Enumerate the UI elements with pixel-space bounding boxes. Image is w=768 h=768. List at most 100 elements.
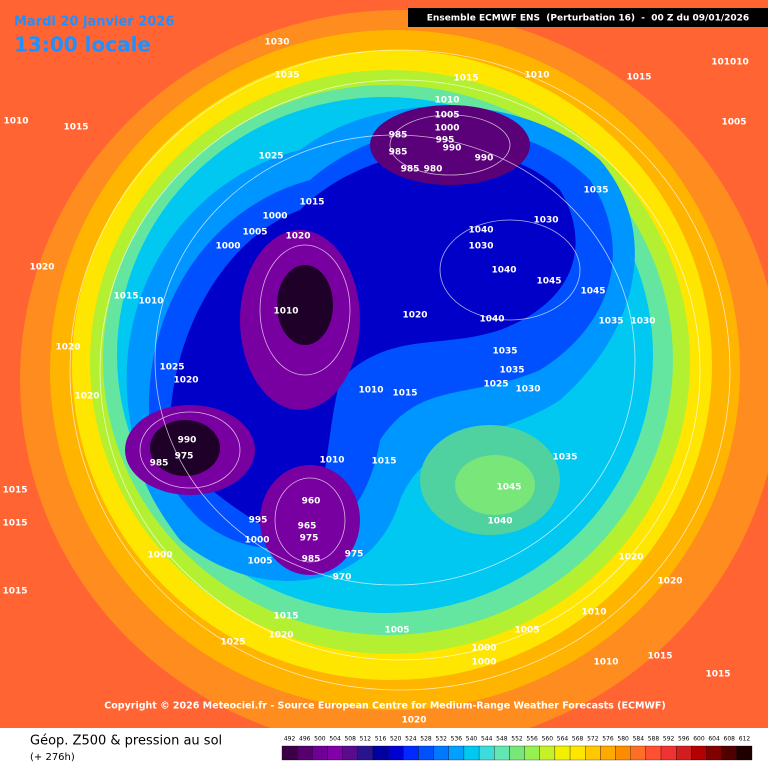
colorbar-label: 584	[633, 736, 645, 743]
colorbar-label: 608	[724, 736, 736, 743]
pressure-label: 1025	[220, 638, 245, 648]
pressure-label: 1020	[657, 577, 682, 587]
pressure-label: 1020	[29, 263, 54, 273]
colorbar-label: 496	[299, 736, 311, 743]
colorbar-label: 532	[435, 736, 447, 743]
pressure-label: 1025	[483, 380, 508, 390]
pressure-label: 1015	[2, 519, 27, 529]
colorbar-swatch	[676, 745, 692, 761]
pressure-label: 1000	[147, 551, 172, 561]
pressure-label: 1025	[159, 363, 184, 373]
pressure-label: 1015	[273, 612, 298, 622]
colorbar-label: 580	[617, 736, 629, 743]
colorbar-swatch	[630, 745, 647, 761]
pressure-label: 985	[389, 131, 408, 141]
pressure-label: 1015	[647, 652, 672, 662]
pressure-label: 1030	[630, 317, 655, 327]
date: Mardi 20 janvier 2026	[14, 15, 174, 30]
colorbar-label: 588	[648, 736, 660, 743]
colorbar-swatch	[357, 745, 374, 761]
colorbar-swatch	[600, 745, 616, 761]
pressure-label: 1040	[468, 226, 493, 236]
pressure-label: 1010	[593, 658, 618, 668]
pressure-label: 1000	[215, 242, 240, 252]
lead-time: (+ 276h)	[30, 752, 75, 763]
pressure-label: 1015	[63, 123, 88, 133]
pressure-label: 1010	[273, 307, 298, 317]
pressure-label: 1035	[492, 347, 517, 357]
colorbar-swatch	[387, 745, 404, 761]
time: 13:00 locale	[14, 33, 151, 57]
pressure-label: 1005	[514, 626, 539, 636]
colorbar-swatch	[524, 745, 540, 761]
copyright: Copyright © 2026 Meteociel.fr - Source E…	[104, 701, 665, 712]
colorbar-swatch	[327, 745, 343, 761]
pressure-label: 1030	[468, 242, 493, 252]
pressure-label: 985	[401, 165, 420, 175]
model-banner	[408, 8, 768, 27]
pressure-label: 1020	[618, 553, 643, 563]
pressure-label: 965	[298, 522, 317, 532]
pressure-label: 985	[302, 555, 321, 565]
colorbar-swatch	[539, 745, 556, 761]
colorbar-label: 600	[693, 736, 705, 743]
pressure-label: 1015	[371, 457, 396, 467]
pressure-label: 1030	[264, 38, 289, 48]
pressure-label: 1005	[434, 111, 459, 121]
pressure-label: 1010	[358, 386, 383, 396]
colorbar: 492 496 500 504 508 512 516 520 524 528 532 536 540 5…	[281, 736, 753, 761]
colorbar-label: 612	[739, 736, 751, 743]
pressure-label: 1035	[552, 453, 577, 463]
colorbar-swatch	[736, 745, 753, 761]
pressure-label: 1035	[583, 186, 608, 196]
colorbar-swatch	[660, 745, 677, 761]
pressure-label: 990	[443, 144, 462, 154]
pressure-label: 985	[389, 148, 408, 158]
pressure-label: 1035	[499, 366, 524, 376]
pressure-label: 1020	[173, 376, 198, 386]
pressure-label: 1000	[262, 212, 287, 222]
pressure-label: 1025	[258, 152, 283, 162]
pressure-label: 1040	[479, 315, 504, 325]
colorbar-label: 544	[481, 736, 493, 743]
model-info: Ensemble ECMWF ENS (Perturbation 16) - 0…	[427, 14, 749, 24]
colorbar-swatch	[372, 745, 389, 761]
pressure-label: 1020	[402, 311, 427, 321]
colorbar-swatch	[494, 745, 510, 761]
colorbar-label: 568	[572, 736, 584, 743]
pressure-label: 995	[249, 516, 268, 526]
pressure-label: 1045	[580, 287, 605, 297]
colorbar-label: 604	[708, 736, 720, 743]
pressure-label: 975	[300, 534, 319, 544]
colorbar-label: 596	[678, 736, 690, 743]
colorbar-label: 516	[375, 736, 387, 743]
colorbar-label: 520	[390, 736, 402, 743]
pressure-label: 990	[178, 436, 197, 446]
colorbar-label: 536	[451, 736, 463, 743]
pressure-label: 1005	[242, 228, 267, 238]
pressure-label: 975	[345, 550, 364, 560]
colorbar-swatch	[585, 745, 601, 761]
colorbar-swatch	[645, 745, 662, 761]
colorbar-label: 528	[420, 736, 432, 743]
pressure-label: 1015	[2, 587, 27, 597]
pressure-label: 1015	[626, 73, 651, 83]
colorbar-label: 540	[466, 736, 478, 743]
pressure-label: 960	[302, 497, 321, 507]
colorbar-label: 492	[284, 736, 296, 743]
colorbar-label: 564	[557, 736, 569, 743]
footer-title: Géop. Z500 & pression au sol	[30, 734, 222, 749]
pressure-label: 1000	[471, 658, 496, 668]
pressure-label: 1020	[268, 631, 293, 641]
colorbar-swatch	[433, 745, 449, 761]
pressure-label: 990	[475, 154, 494, 164]
colorbar-swatch	[554, 745, 571, 761]
pressure-label: 1020	[401, 716, 426, 726]
z500-field	[0, 0, 768, 728]
colorbar-swatch	[478, 745, 495, 761]
pressure-label: 101010	[711, 58, 749, 68]
colorbar-swatch	[463, 745, 480, 761]
pressure-label: 1010	[3, 117, 28, 127]
colorbar-label: 504	[329, 736, 341, 743]
